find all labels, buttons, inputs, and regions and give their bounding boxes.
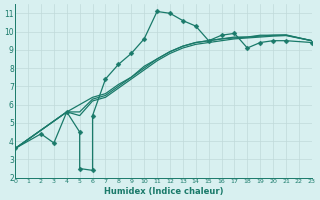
X-axis label: Humidex (Indice chaleur): Humidex (Indice chaleur) (104, 187, 223, 196)
